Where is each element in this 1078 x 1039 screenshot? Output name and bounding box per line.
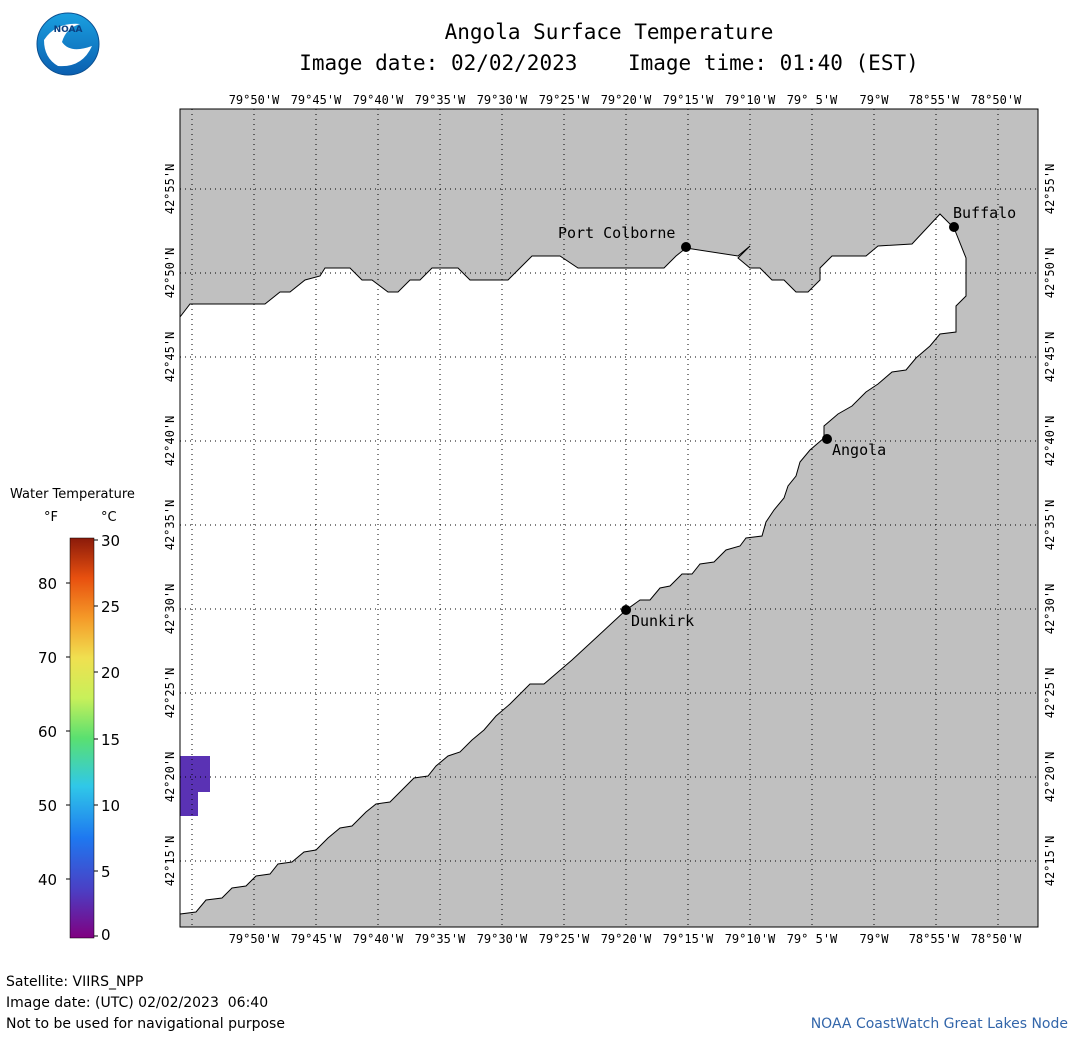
lat-label: 42°45'N xyxy=(1043,332,1057,383)
lat-label: 42°20'N xyxy=(1043,752,1057,803)
lon-label: 79°15'W xyxy=(663,932,714,946)
city-label-dunkirk: Dunkirk xyxy=(631,612,694,630)
lon-label: 79°45'W xyxy=(291,93,342,107)
lat-label: 42°25'N xyxy=(1043,668,1057,719)
lon-label: 79°W xyxy=(860,93,890,107)
city-marker-angola xyxy=(822,434,832,444)
city-label-port-colborne: Port Colborne xyxy=(558,224,675,242)
lat-label: 42°35'N xyxy=(1043,500,1057,551)
f-tick: 80 xyxy=(38,575,57,593)
lon-label: 79°25'W xyxy=(539,93,590,107)
logo-text: NOAA xyxy=(54,25,83,35)
lon-label: 79°W xyxy=(860,932,890,946)
color-scale-bar xyxy=(69,537,95,939)
lon-label: 79°20'W xyxy=(601,93,652,107)
lon-label: 79°25'W xyxy=(539,932,590,946)
lon-label: 79°50'W xyxy=(229,932,280,946)
f-tick: 40 xyxy=(38,871,57,889)
lake-erie-water xyxy=(179,213,967,915)
lon-label: 79°30'W xyxy=(477,932,528,946)
lat-label: 42°15'N xyxy=(1043,836,1057,887)
lon-label: 79°40'W xyxy=(353,93,404,107)
lat-label: 42°30'N xyxy=(1043,584,1057,635)
image-date: Image date: 02/02/2023 xyxy=(299,51,578,75)
c-tick: 0 xyxy=(101,926,111,944)
lat-label: 42°40'N xyxy=(163,416,177,467)
image-time: Image time: 01:40 (EST) xyxy=(627,51,919,75)
lat-label: 42°55'N xyxy=(163,164,177,215)
city-label-buffalo: Buffalo xyxy=(953,204,1016,222)
map-subtitle: Image date: 02/02/2023 Image time: 01:40… xyxy=(180,51,1038,75)
lat-label: 42°50'N xyxy=(1043,248,1057,299)
c-tick: 15 xyxy=(101,731,120,749)
city-marker-port-colborne xyxy=(681,242,691,252)
lat-label: 42°25'N xyxy=(163,668,177,719)
c-tick: 20 xyxy=(101,664,120,682)
map-frame xyxy=(179,108,1039,928)
temperature-pixels xyxy=(180,756,210,816)
lat-label: 42°40'N xyxy=(1043,416,1057,467)
lon-label: 78°55'W xyxy=(909,932,960,946)
lon-label: 79° 5'W xyxy=(787,932,838,946)
f-tick: 50 xyxy=(38,797,57,815)
graticule xyxy=(180,109,1038,927)
lon-label: 78°50'W xyxy=(971,932,1022,946)
lon-label: 79°40'W xyxy=(353,932,404,946)
c-tick: 10 xyxy=(101,797,120,815)
legend-title: Water Temperature xyxy=(10,487,135,502)
c-tick: 25 xyxy=(101,598,120,616)
lat-label: 42°20'N xyxy=(163,752,177,803)
lat-label: 42°30'N xyxy=(163,584,177,635)
lon-label: 79°20'W xyxy=(601,932,652,946)
lat-label: 42°45'N xyxy=(163,332,177,383)
credit-link[interactable]: NOAA CoastWatch Great Lakes Node xyxy=(810,1016,1068,1032)
c-tick: 30 xyxy=(101,532,120,550)
lat-label: 42°15'N xyxy=(163,836,177,887)
lat-label: 42°50'N xyxy=(163,248,177,299)
f-tick: 60 xyxy=(38,723,57,741)
lon-label: 79°35'W xyxy=(415,93,466,107)
unit-fahrenheit: °F xyxy=(44,510,58,525)
lon-label: 78°50'W xyxy=(971,93,1022,107)
lat-label: 42°35'N xyxy=(163,500,177,551)
city-label-angola: Angola xyxy=(832,441,886,459)
disclaimer: Not to be used for navigational purpose xyxy=(6,1016,285,1032)
lon-label: 79°50'W xyxy=(229,93,280,107)
unit-celsius: °C xyxy=(101,510,117,525)
satellite-label: Satellite: VIIRS_NPP xyxy=(6,974,144,990)
map-title: Angola Surface Temperature xyxy=(444,20,774,44)
lon-label: 79° 5'W xyxy=(787,93,838,107)
colorbar-ticks xyxy=(66,539,98,937)
lon-label: 79°35'W xyxy=(415,932,466,946)
noaa-logo: NOAA xyxy=(36,12,100,76)
utc-date-label: Image date: (UTC) 02/02/2023 06:40 xyxy=(6,995,269,1011)
lon-label: 78°55'W xyxy=(909,93,960,107)
f-tick: 70 xyxy=(38,649,57,667)
lon-label: 79°15'W xyxy=(663,93,714,107)
c-tick: 5 xyxy=(101,863,111,881)
city-marker-dunkirk xyxy=(621,605,631,615)
lat-label: 42°55'N xyxy=(1043,164,1057,215)
lon-label: 79°45'W xyxy=(291,932,342,946)
lon-label: 79°10'W xyxy=(725,932,776,946)
lon-label: 79°10'W xyxy=(725,93,776,107)
lon-label: 79°30'W xyxy=(477,93,528,107)
city-marker-buffalo xyxy=(949,222,959,232)
